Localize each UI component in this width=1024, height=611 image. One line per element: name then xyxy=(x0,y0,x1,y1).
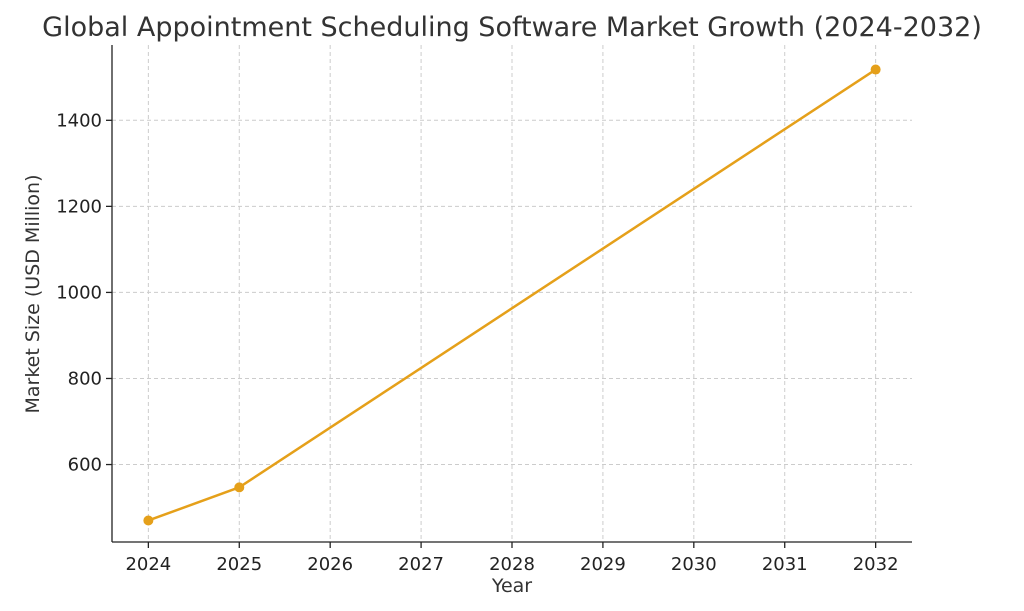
y-tick-label-1: 800 xyxy=(68,368,102,389)
x-tick-label-1: 2025 xyxy=(216,554,262,575)
y-axis-label: Market Size (USD Million) xyxy=(22,174,44,413)
y-ticks: 600 800 1000 1200 1400 xyxy=(56,110,112,476)
x-tick-label-4: 2028 xyxy=(489,554,535,575)
x-axis-label: Year xyxy=(491,575,532,597)
x-tick-label-6: 2030 xyxy=(671,554,717,575)
chart-title: Global Appointment Scheduling Software M… xyxy=(42,12,982,43)
y-tick-label-2: 1000 xyxy=(56,282,102,303)
y-tick-label-3: 1200 xyxy=(56,196,102,217)
y-tick-label-0: 600 xyxy=(68,455,102,476)
y-tick-label-4: 1400 xyxy=(56,110,102,131)
series-layer xyxy=(143,64,881,526)
data-point-0-1 xyxy=(234,482,245,493)
x-ticks: 2024 2025 2026 2027 2028 2029 2030 2031 2032 xyxy=(125,542,899,575)
x-tick-label-7: 2031 xyxy=(762,554,808,575)
x-tick-label-3: 2027 xyxy=(398,554,444,575)
grid-lines xyxy=(112,45,912,542)
data-point-0-0 xyxy=(143,515,154,526)
x-tick-label-0: 2024 xyxy=(125,554,171,575)
x-tick-label-5: 2029 xyxy=(580,554,626,575)
data-point-0-2 xyxy=(870,64,881,75)
x-tick-label-2: 2026 xyxy=(307,554,353,575)
x-tick-label-8: 2032 xyxy=(853,554,899,575)
